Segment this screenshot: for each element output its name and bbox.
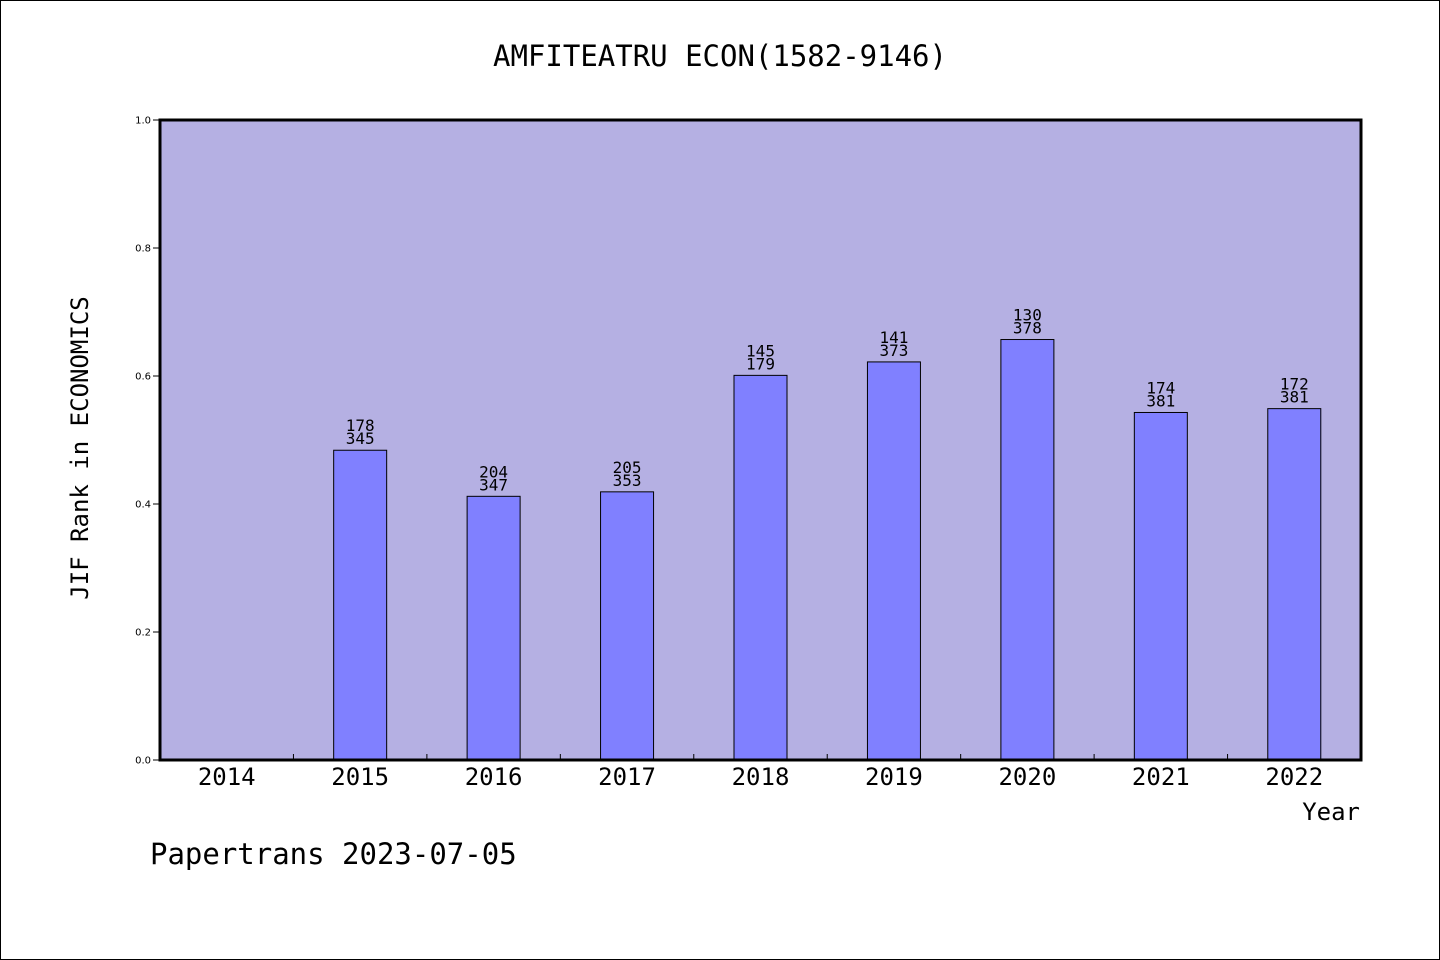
bar xyxy=(333,449,388,761)
bar xyxy=(466,495,521,761)
bar-label-total: 378 xyxy=(1013,319,1042,338)
bar xyxy=(600,491,655,761)
x-tick-label: 2019 xyxy=(865,763,923,791)
bar-label-rank: 205 xyxy=(613,458,642,477)
x-tick-label: 2022 xyxy=(1265,763,1323,791)
bar-label-rank: 178 xyxy=(346,416,375,435)
bars-group xyxy=(333,339,1322,761)
bar-label-rank: 145 xyxy=(746,341,775,360)
y-tick-label: 0.6 xyxy=(135,372,151,383)
bar-label-total: 179 xyxy=(746,354,775,373)
bar xyxy=(1267,408,1322,761)
x-axis-label: Year xyxy=(1302,798,1360,826)
bar-label-total: 381 xyxy=(1280,388,1309,407)
x-tick-label: 2017 xyxy=(598,763,656,791)
bar-label-rank: 141 xyxy=(879,328,908,347)
footer-text: Papertrans 2023-07-05 xyxy=(150,837,517,871)
y-tick-label: 0.4 xyxy=(135,500,151,511)
bar xyxy=(866,361,921,761)
y-tick-label: 0.2 xyxy=(135,628,151,639)
bar-label-total: 347 xyxy=(479,475,508,494)
bar-label-rank: 204 xyxy=(479,462,508,481)
x-tick-label: 2018 xyxy=(732,763,790,791)
y-tick-label: 0.8 xyxy=(135,244,151,255)
bar-label-rank: 174 xyxy=(1146,378,1175,397)
bar-label-rank: 130 xyxy=(1013,306,1042,325)
y-axis-ticks: 0.0 0.2 0.4 0.6 0.8 1.0 xyxy=(135,116,160,767)
x-tick-label: 2015 xyxy=(331,763,389,791)
bar-label-total: 381 xyxy=(1146,391,1175,410)
data-labels-group: 1783452043472053531451791413731303781743… xyxy=(346,306,1309,495)
bar-label-rank: 172 xyxy=(1280,375,1309,394)
bar-label-total: 353 xyxy=(613,471,642,490)
bar xyxy=(733,374,788,761)
x-tick-label: 2016 xyxy=(465,763,523,791)
y-axis-label: JIF Rank in ECONOMICS xyxy=(66,296,94,599)
x-tick-label: 2020 xyxy=(998,763,1056,791)
x-tick-label: 2021 xyxy=(1132,763,1190,791)
bar-label-total: 345 xyxy=(346,429,375,448)
y-tick-label: 0.0 xyxy=(135,756,151,767)
plot-border xyxy=(158,118,1363,762)
chart-title: AMFITEATRU ECON(1582-9146) xyxy=(493,39,947,73)
x-tick-label: 2014 xyxy=(198,763,256,791)
bar-label-total: 373 xyxy=(879,341,908,360)
y-tick-label: 1.0 xyxy=(135,116,151,127)
bar xyxy=(1000,339,1055,761)
bar xyxy=(1133,411,1188,761)
x-axis-ticks: 2014 2015 2016 2017 2018 2019 2020 2021 2022 xyxy=(198,754,1323,791)
